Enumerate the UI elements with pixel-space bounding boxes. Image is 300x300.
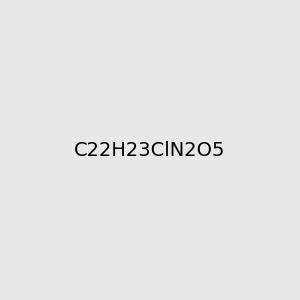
Text: C22H23ClN2O5: C22H23ClN2O5 (74, 140, 226, 160)
